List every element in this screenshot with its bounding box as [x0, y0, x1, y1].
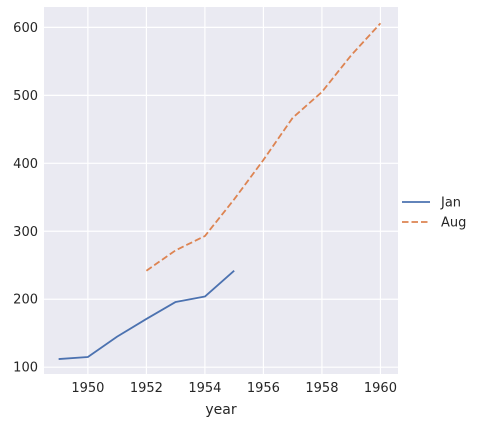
- legend: Jan Aug: [402, 196, 466, 231]
- y-tick-label: 100: [13, 361, 38, 376]
- legend-label-jan: Jan: [440, 196, 461, 211]
- series-lines: [58, 22, 382, 360]
- grid-lines: [44, 7, 398, 374]
- x-tick-label: 1960: [364, 381, 397, 396]
- y-tick-label: 500: [13, 89, 38, 104]
- x-tick-label: 1958: [305, 381, 338, 396]
- x-tick-label: 1956: [247, 381, 280, 396]
- y-tick-label: 400: [13, 157, 38, 172]
- x-tick-label: 1950: [71, 381, 104, 396]
- legend-label-aug: Aug: [441, 216, 466, 231]
- series-line-aug: [145, 22, 382, 272]
- plot-area: [44, 7, 398, 374]
- y-tick-label: 600: [13, 21, 38, 36]
- x-tick-label: 1954: [188, 381, 221, 396]
- x-axis-label: year: [205, 402, 236, 418]
- tick-labels: 1950 1952 1954 1956 1958 1960 100 200 300 400 500 6…: [13, 21, 397, 396]
- series-line-jan: [58, 270, 235, 360]
- y-tick-label: 200: [13, 293, 38, 308]
- y-tick-label: 300: [13, 225, 38, 240]
- x-tick-label: 1952: [130, 381, 163, 396]
